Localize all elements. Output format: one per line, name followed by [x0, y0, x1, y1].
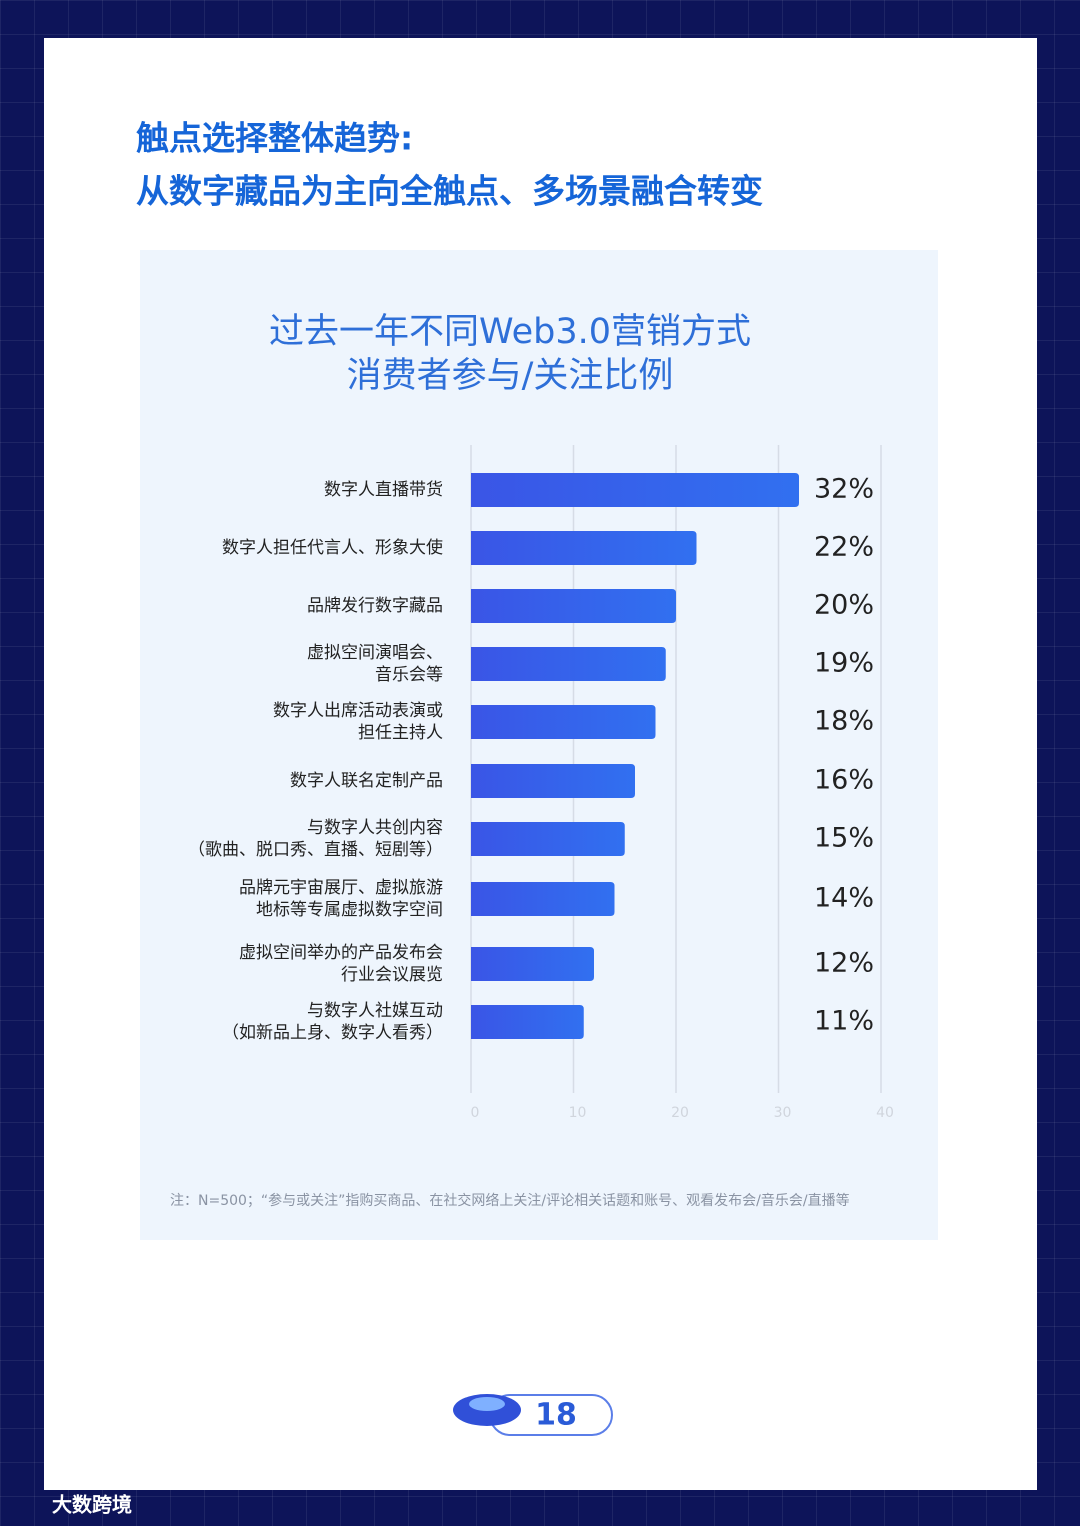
- bar: [471, 647, 666, 681]
- page-title: 触点选择整体趋势:: [136, 119, 413, 158]
- bar: [471, 822, 625, 856]
- category-label: 虚拟空间举办的产品发布会行业会议展览: [239, 943, 443, 985]
- bar: [471, 947, 594, 981]
- value-label: 14%: [814, 883, 874, 914]
- category-label: 品牌发行数字藏品: [307, 596, 443, 616]
- watermark: 大数跨境: [52, 1493, 132, 1517]
- value-label: 32%: [814, 474, 874, 505]
- bar: [471, 473, 799, 507]
- category-label: 数字人担任代言人、形象大使: [222, 537, 443, 558]
- category-label: 与数字人共创内容（歌曲、脱口秀、直播、短剧等）: [188, 818, 443, 860]
- page-number: 18: [535, 1398, 577, 1433]
- bar: [471, 531, 697, 565]
- bar: [471, 764, 635, 798]
- category-label: 品牌元宇宙展厅、虚拟旅游地标等专属虚拟数字空间: [239, 878, 443, 920]
- chart-panel: [140, 250, 938, 1240]
- x-tick-label: 30: [774, 1105, 792, 1121]
- value-label: 19%: [814, 648, 874, 679]
- category-label: 数字人直播带货: [324, 480, 443, 500]
- value-label: 12%: [814, 948, 874, 979]
- x-tick-label: 10: [569, 1105, 587, 1121]
- bar: [471, 882, 615, 916]
- chart-title: 过去一年不同Web3.0营销方式: [269, 312, 751, 352]
- chart-note: 注：N=500；“参与或关注”指购买商品、在社交网络上关注/评论相关话题和账号、…: [170, 1192, 850, 1209]
- value-label: 16%: [814, 765, 874, 796]
- value-label: 11%: [814, 1006, 874, 1037]
- bar: [471, 1005, 584, 1039]
- value-label: 20%: [814, 590, 874, 621]
- value-label: 22%: [814, 532, 874, 563]
- x-tick-label: 0: [471, 1105, 480, 1121]
- chart-title: 消费者参与/关注比例: [347, 356, 674, 396]
- category-label: 数字人出席活动表演或担任主持人: [273, 701, 443, 743]
- x-tick-label: 20: [671, 1105, 689, 1121]
- value-label: 18%: [814, 706, 874, 737]
- category-label: 与数字人社媒互动（如新品上身、数字人看秀）: [222, 1001, 443, 1043]
- category-label: 虚拟空间演唱会、音乐会等: [307, 643, 443, 685]
- category-label: 数字人联名定制产品: [290, 771, 443, 791]
- bar: [471, 589, 676, 623]
- bar: [471, 705, 656, 739]
- mascot-icon: [469, 1397, 505, 1411]
- x-tick-label: 40: [876, 1105, 894, 1121]
- value-label: 15%: [814, 823, 874, 854]
- page-title: 从数字藏品为主向全触点、多场景融合转变: [136, 172, 763, 211]
